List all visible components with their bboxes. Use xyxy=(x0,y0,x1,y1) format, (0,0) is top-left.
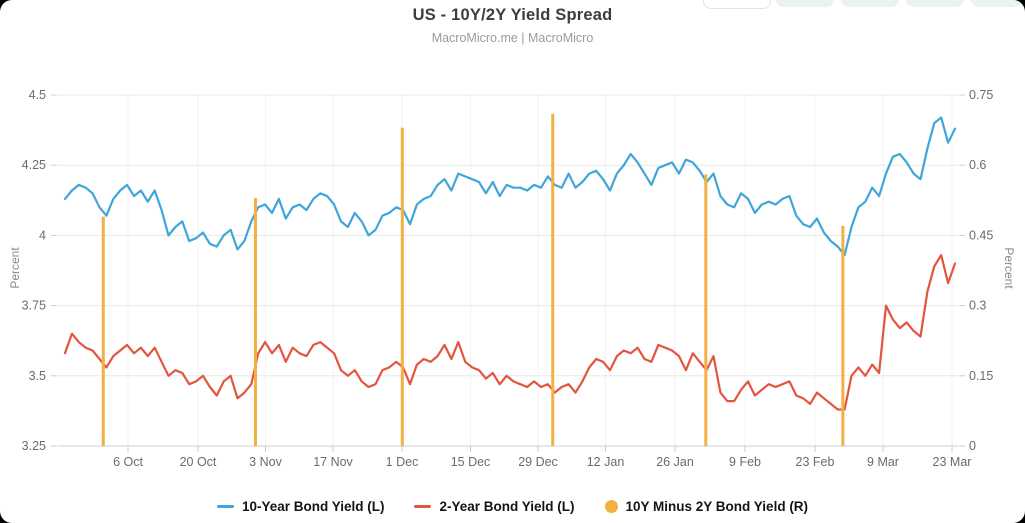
svg-text:23 Feb: 23 Feb xyxy=(796,455,835,469)
cropped-tab[interactable] xyxy=(841,0,899,7)
legend-item-2y[interactable]: 2-Year Bond Yield (L) xyxy=(414,499,575,514)
svg-text:4: 4 xyxy=(39,228,46,242)
svg-text:20 Oct: 20 Oct xyxy=(180,455,217,469)
cropped-tab[interactable] xyxy=(971,0,1022,7)
svg-text:17 Nov: 17 Nov xyxy=(313,455,353,469)
line-swatch-icon xyxy=(216,505,234,508)
svg-text:6 Oct: 6 Oct xyxy=(113,455,143,469)
svg-text:26 Jan: 26 Jan xyxy=(656,455,694,469)
svg-text:3.75: 3.75 xyxy=(22,299,46,313)
svg-text:15 Dec: 15 Dec xyxy=(451,455,491,469)
legend-item-10y[interactable]: 10-Year Bond Yield (L) xyxy=(216,499,385,514)
legend-label: 10-Year Bond Yield (L) xyxy=(241,499,385,514)
svg-text:9 Mar: 9 Mar xyxy=(867,455,899,469)
svg-text:3 Nov: 3 Nov xyxy=(249,455,282,469)
svg-text:4.25: 4.25 xyxy=(22,158,46,172)
svg-text:3.25: 3.25 xyxy=(22,439,46,453)
chart-legend: 10-Year Bond Yield (L) 2-Year Bond Yield… xyxy=(0,499,1025,514)
legend-item-spread[interactable]: 10Y Minus 2Y Bond Yield (R) xyxy=(604,499,809,514)
chart-title: US - 10Y/2Y Yield Spread xyxy=(412,6,613,24)
legend-label: 10Y Minus 2Y Bond Yield (R) xyxy=(625,499,809,514)
chart-subtitle: MacroMicro.me | MacroMicro xyxy=(431,31,594,45)
cropped-tab[interactable] xyxy=(906,0,964,7)
svg-text:0: 0 xyxy=(969,439,976,453)
svg-text:23 Mar: 23 Mar xyxy=(933,455,972,469)
svg-text:0.45: 0.45 xyxy=(969,228,993,242)
line-swatch-icon xyxy=(414,505,432,508)
svg-text:12 Jan: 12 Jan xyxy=(587,455,625,469)
svg-text:29 Dec: 29 Dec xyxy=(518,455,558,469)
svg-text:0.3: 0.3 xyxy=(969,299,986,313)
svg-text:0.6: 0.6 xyxy=(969,158,986,172)
svg-text:4.5: 4.5 xyxy=(29,88,46,102)
svg-text:0.15: 0.15 xyxy=(969,369,993,383)
svg-text:1 Dec: 1 Dec xyxy=(386,455,419,469)
svg-text:3.5: 3.5 xyxy=(29,369,46,383)
legend-label: 2-Year Bond Yield (L) xyxy=(439,499,575,514)
svg-text:9 Feb: 9 Feb xyxy=(729,455,761,469)
cropped-tab[interactable] xyxy=(776,0,834,7)
dot-swatch-icon xyxy=(604,500,618,513)
svg-text:0.75: 0.75 xyxy=(969,88,993,102)
